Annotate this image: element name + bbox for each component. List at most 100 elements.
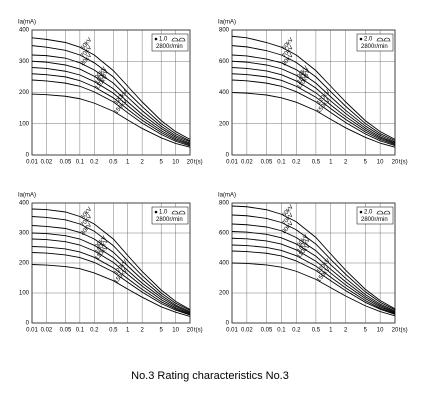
x-axis-label: t(s) bbox=[194, 328, 203, 334]
x-tick-label: 0.2 bbox=[90, 328, 99, 334]
focus-label: 1.0 bbox=[159, 37, 168, 43]
curve bbox=[31, 216, 191, 311]
chart: 0 100 200 300 400 0.01 0.02 0.05 0.1 0.2 0.5 1 2 5 10 2… bbox=[18, 193, 203, 334]
y-axis-label: Ia(mA) bbox=[218, 20, 236, 26]
y-tick-label: 200 bbox=[19, 90, 30, 96]
caption: No.3 Rating characteristics No.3 bbox=[131, 370, 289, 382]
curve bbox=[231, 231, 396, 313]
y-tick-label: 800 bbox=[219, 201, 230, 207]
focal-icon bbox=[376, 210, 391, 215]
curve bbox=[31, 208, 191, 310]
curve bbox=[231, 45, 396, 142]
x-tick-label: 0.1 bbox=[277, 328, 286, 334]
x-tick-label: 0.5 bbox=[312, 160, 321, 166]
legend-dot bbox=[359, 210, 363, 214]
legend-dot bbox=[359, 37, 363, 41]
x-tick-label: 5 bbox=[364, 328, 368, 334]
curve bbox=[231, 237, 396, 314]
x-tick-label: 0.1 bbox=[76, 328, 85, 334]
y-tick-label: 800 bbox=[219, 28, 230, 34]
y-tick-label: 100 bbox=[19, 291, 30, 297]
focal-icon bbox=[171, 37, 186, 42]
y-tick-label: 400 bbox=[19, 28, 30, 34]
y-tick-label: 0 bbox=[26, 321, 30, 327]
y-tick-label: 200 bbox=[19, 261, 30, 267]
chart: 0 200 400 600 800 0.01 0.02 0.05 0.1 0.2 0.5 1 2 5 10 2… bbox=[218, 20, 408, 166]
curve bbox=[231, 73, 396, 146]
x-tick-label: 10 bbox=[172, 160, 179, 166]
y-tick-label: 400 bbox=[19, 201, 30, 207]
curve bbox=[231, 92, 396, 148]
y-tick-label: 400 bbox=[219, 261, 230, 267]
y-axis-label: Ia(mA) bbox=[18, 20, 36, 26]
curve bbox=[231, 205, 396, 310]
y-tick-label: 200 bbox=[219, 121, 230, 127]
focal-icon bbox=[376, 37, 391, 42]
x-tick-label: 0.2 bbox=[292, 328, 301, 334]
x-tick-label: 2 bbox=[344, 160, 348, 166]
x-tick-label: 5 bbox=[160, 160, 164, 166]
curve bbox=[231, 79, 396, 147]
y-tick-label: 300 bbox=[19, 231, 30, 237]
x-tick-label: 1 bbox=[126, 328, 130, 334]
curve bbox=[31, 264, 191, 317]
y-tick-label: 0 bbox=[226, 321, 230, 327]
x-tick-label: 5 bbox=[160, 328, 164, 334]
focus-label: 1.0 bbox=[159, 210, 168, 216]
legend-box bbox=[151, 206, 189, 225]
x-tick-label: 20 bbox=[392, 160, 399, 166]
curve bbox=[31, 246, 191, 315]
legend-box bbox=[151, 33, 189, 52]
curve bbox=[231, 223, 396, 312]
x-tick-label: 20 bbox=[392, 328, 399, 334]
x-tick-label: 0.02 bbox=[41, 160, 53, 166]
curve bbox=[31, 54, 191, 143]
x-tick-label: 20 bbox=[187, 160, 194, 166]
curve bbox=[231, 67, 396, 145]
x-tick-label: 0.01 bbox=[26, 160, 38, 166]
curve bbox=[231, 214, 396, 311]
x-tick-label: 0.05 bbox=[261, 160, 273, 166]
legend-dot bbox=[154, 210, 158, 214]
x-tick-label: 0.5 bbox=[109, 160, 118, 166]
x-tick-label: 0.01 bbox=[26, 328, 38, 334]
focal-icon bbox=[171, 210, 186, 215]
x-tick-label: 0.5 bbox=[312, 328, 321, 334]
curve bbox=[31, 37, 191, 140]
x-tick-label: 2 bbox=[140, 160, 144, 166]
x-tick-label: 0.02 bbox=[241, 328, 253, 334]
curve bbox=[231, 250, 396, 315]
x-tick-label: 2 bbox=[344, 328, 348, 334]
y-tick-label: 100 bbox=[19, 121, 30, 127]
focus-label: 2.0 bbox=[364, 37, 373, 43]
legend-dot bbox=[154, 37, 158, 41]
curve bbox=[31, 67, 191, 145]
focus-label: 2.0 bbox=[364, 210, 373, 216]
x-tick-label: 0.01 bbox=[226, 328, 238, 334]
curve bbox=[31, 238, 191, 314]
x-tick-label: 10 bbox=[172, 328, 179, 334]
y-tick-label: 600 bbox=[219, 231, 230, 237]
x-tick-label: 0.05 bbox=[261, 328, 273, 334]
speed-label: 2800r/min bbox=[361, 44, 388, 50]
x-tick-label: 1 bbox=[126, 160, 130, 166]
curve bbox=[31, 93, 191, 148]
x-tick-label: 1 bbox=[329, 328, 333, 334]
x-tick-label: 10 bbox=[377, 160, 384, 166]
x-axis-label: t(s) bbox=[399, 328, 408, 334]
curve bbox=[31, 79, 191, 147]
chart: 0 200 400 600 800 0.01 0.02 0.05 0.1 0.2 0.5 1 2 5 10 2… bbox=[218, 193, 408, 334]
curve bbox=[231, 262, 396, 317]
x-tick-label: 0.02 bbox=[241, 160, 253, 166]
curve bbox=[231, 35, 396, 140]
curve bbox=[31, 232, 191, 313]
x-tick-label: 5 bbox=[364, 160, 368, 166]
y-tick-label: 300 bbox=[19, 59, 30, 65]
x-tick-label: 0.05 bbox=[60, 160, 72, 166]
x-tick-label: 0.2 bbox=[292, 160, 301, 166]
curve bbox=[231, 60, 396, 144]
x-tick-label: 0.05 bbox=[60, 328, 72, 334]
x-tick-label: 20 bbox=[187, 328, 194, 334]
speed-label: 2800r/min bbox=[156, 44, 183, 50]
